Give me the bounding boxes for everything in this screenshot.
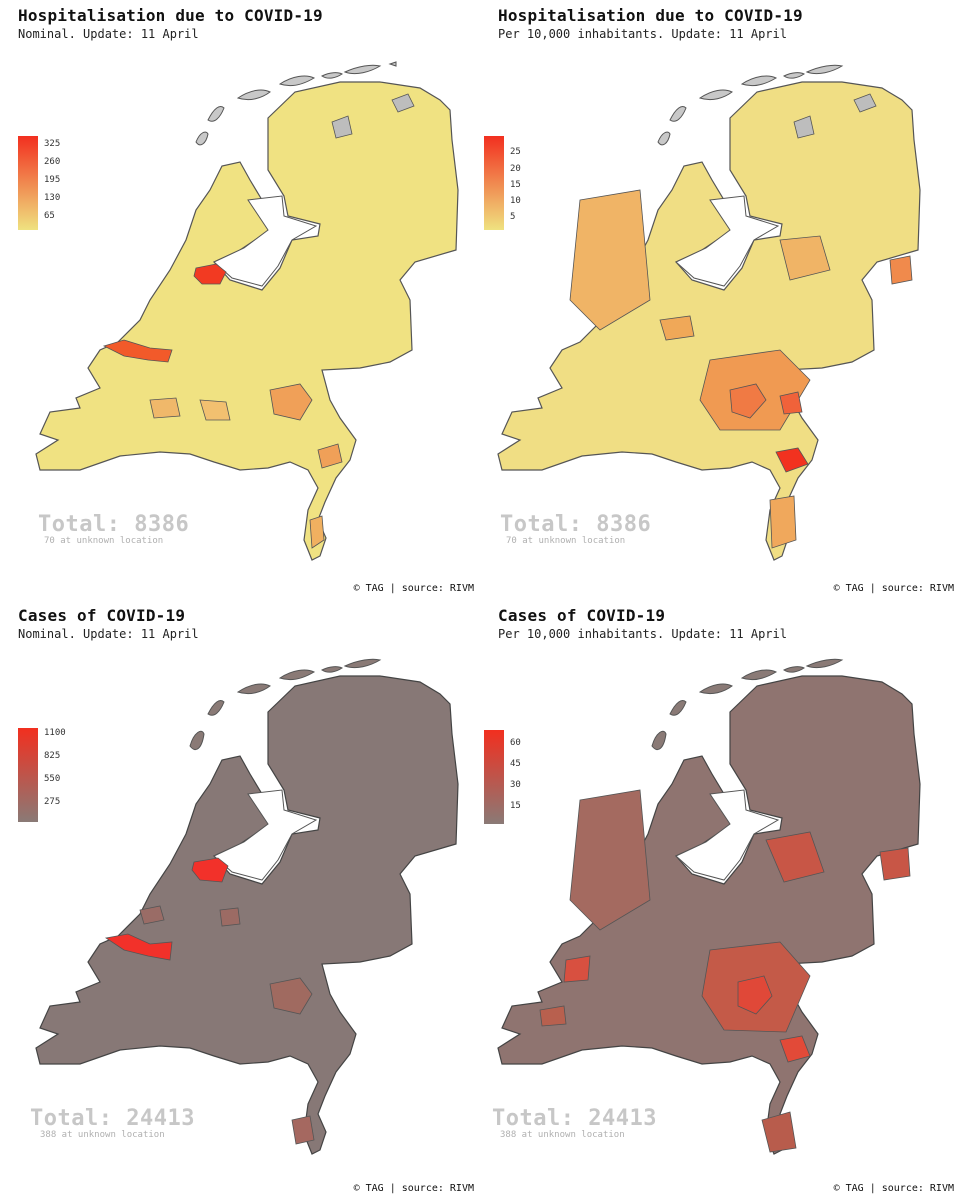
source-credit: © TAG | source: RIVM [833,1183,954,1194]
panel-title: Cases of COVID-19 [18,606,186,625]
hotspots [102,263,343,549]
legend-gradient [18,728,38,822]
netherlands-map [497,64,921,561]
grey-municipalities [793,93,877,139]
legend-tick: 130 [44,193,61,203]
hotspots [569,189,913,549]
legend-tick: 325 [44,139,61,149]
unknown-location-note: 70 at unknown location [44,536,164,546]
legend-tick: 65 [44,211,55,221]
total-count: Total: 8386 [500,512,652,537]
lake-ijssel [675,195,780,287]
lake-ijssel [213,789,318,881]
legend-tick: 195 [44,175,61,185]
legend-tick: 25 [510,147,521,157]
source-credit: © TAG | source: RIVM [833,583,954,594]
total-count: Total: 24413 [30,1106,195,1131]
panel-cases-nominal: Cases of COVID-19 Nominal. Update: 11 Ap… [0,600,480,1200]
legend-tick: 5 [510,212,516,222]
country-shape [35,81,459,561]
islands [657,64,844,146]
lake-ijssel [675,789,780,881]
panel-hospitalisation-nominal: Hospitalisation due to COVID-19 Nominal.… [0,0,480,600]
legend-tick: 15 [510,801,521,811]
panel-cases-per-10000: Cases of COVID-19 Per 10,000 inhabitants… [480,600,960,1200]
panel-hospitalisation-per-10000: Hospitalisation due to COVID-19 Per 10,0… [480,0,960,600]
legend-gradient [484,136,504,230]
hotspots [539,789,911,1153]
panel-subtitle: Nominal. Update: 11 April [18,627,199,641]
source-credit: © TAG | source: RIVM [353,1183,474,1194]
hotspots [104,857,315,1145]
legend-tick: 1100 [44,728,66,738]
source-credit: © TAG | source: RIVM [353,583,474,594]
legend-tick: 10 [510,196,521,206]
panel-subtitle: Per 10,000 inhabitants. Update: 11 April [498,27,787,41]
unknown-location-note: 388 at unknown location [500,1130,625,1140]
panel-title: Cases of COVID-19 [498,606,666,625]
legend-tick: 60 [510,738,521,748]
grey-municipalities [331,93,415,139]
legend-tick: 45 [510,759,521,769]
netherlands-map [35,658,459,1155]
legend-tick: 550 [44,774,61,784]
color-legend: 325 260 195 130 65 [18,136,88,230]
panel-title: Hospitalisation due to COVID-19 [18,6,323,25]
legend-gradient [18,136,38,230]
legend-tick: 30 [510,780,521,790]
legend-tick: 260 [44,157,61,167]
country-shape [497,81,921,561]
panel-subtitle: Per 10,000 inhabitants. Update: 11 April [498,627,787,641]
islands [195,61,397,146]
lake-ijssel [213,195,318,287]
color-legend: 1100 825 550 275 [18,728,88,822]
country-shape [497,675,921,1155]
country-shape [35,675,459,1155]
total-count: Total: 24413 [492,1106,657,1131]
legend-tick: 20 [510,164,521,174]
netherlands-map [497,658,921,1155]
legend-gradient [484,730,504,824]
islands [651,658,844,750]
panel-subtitle: Nominal. Update: 11 April [18,27,199,41]
islands [189,658,382,750]
legend-tick: 825 [44,751,61,761]
color-legend: 60 45 30 15 [484,730,554,824]
legend-tick: 275 [44,797,61,807]
panel-title: Hospitalisation due to COVID-19 [498,6,803,25]
netherlands-map [35,61,459,561]
color-legend: 25 20 15 10 5 [484,136,554,230]
unknown-location-note: 388 at unknown location [40,1130,165,1140]
total-count: Total: 8386 [38,512,190,537]
unknown-location-note: 70 at unknown location [506,536,626,546]
legend-tick: 15 [510,180,521,190]
